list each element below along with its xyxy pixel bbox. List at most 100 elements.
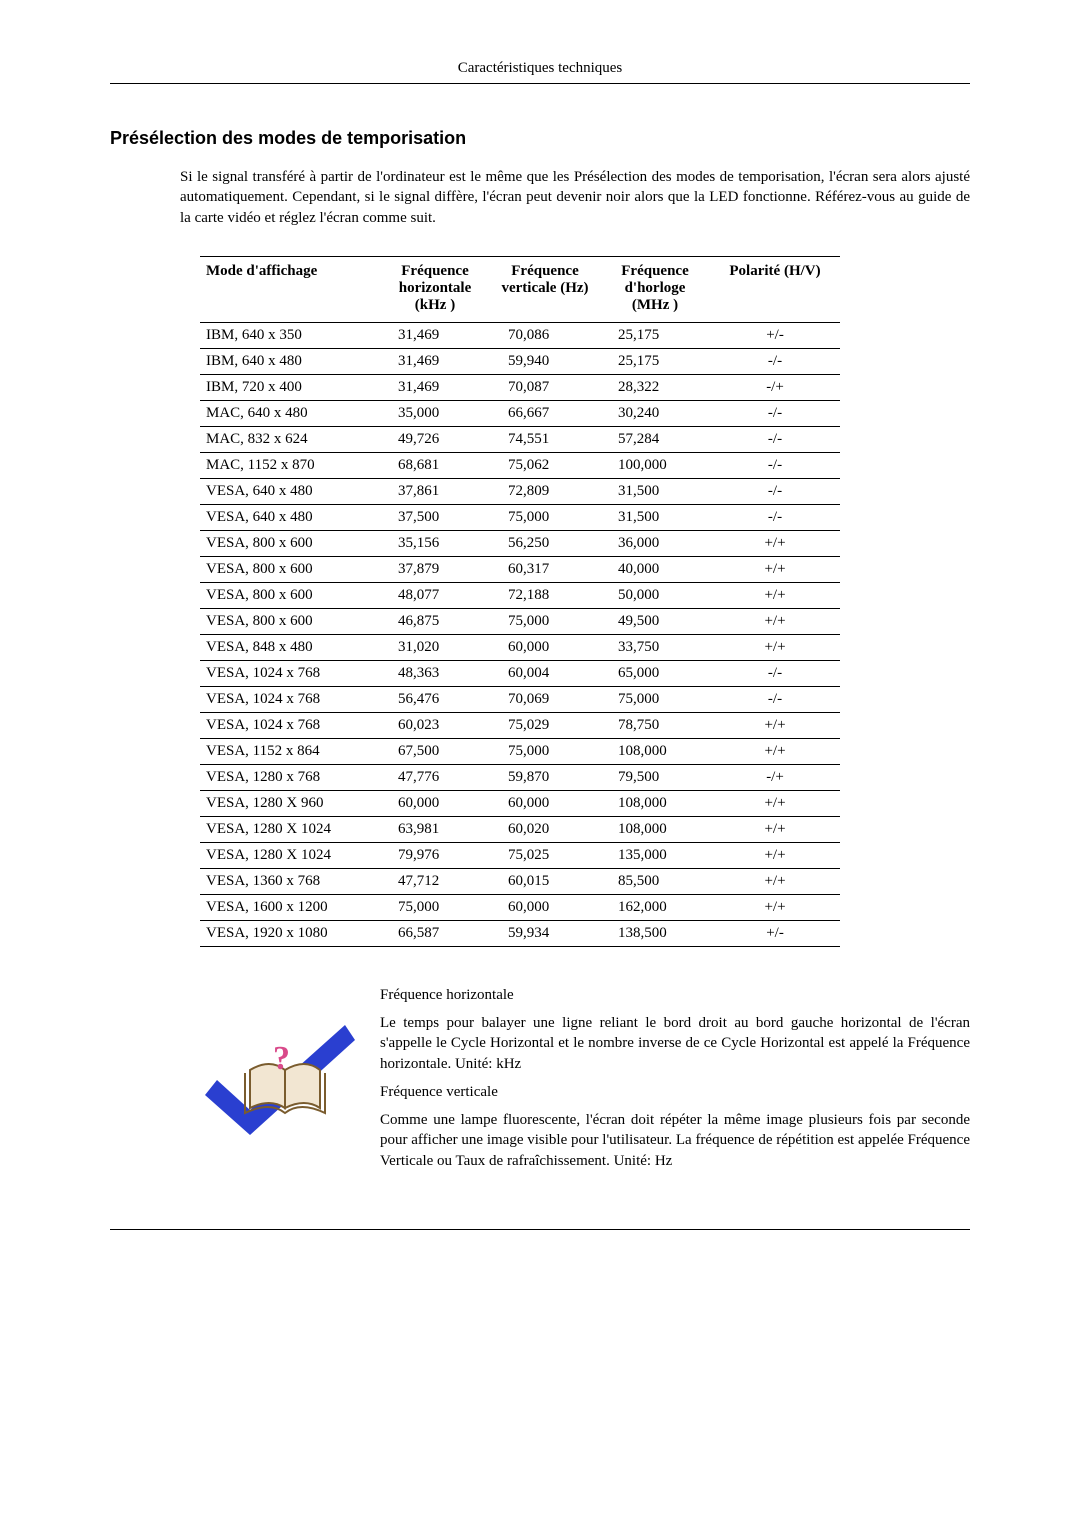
th-vfreq: Fréquence verticale (Hz) xyxy=(490,256,600,322)
th-mode: Mode d'affichage xyxy=(200,256,380,322)
cell-pol: -/+ xyxy=(710,374,840,400)
cell-pol: +/+ xyxy=(710,842,840,868)
definitions-block: ? Fréquence horizontale Le temps pour ba… xyxy=(180,981,970,1179)
cell-clk: 31,500 xyxy=(600,504,710,530)
cell-vfreq: 60,000 xyxy=(490,790,600,816)
cell-clk: 31,500 xyxy=(600,478,710,504)
cell-hfreq: 67,500 xyxy=(380,738,490,764)
cell-hfreq: 48,363 xyxy=(380,660,490,686)
cell-mode: VESA, 1280 x 768 xyxy=(200,764,380,790)
cell-vfreq: 75,062 xyxy=(490,452,600,478)
cell-mode: VESA, 800 x 600 xyxy=(200,582,380,608)
cell-clk: 40,000 xyxy=(600,556,710,582)
cell-vfreq: 75,000 xyxy=(490,504,600,530)
cell-clk: 75,000 xyxy=(600,686,710,712)
table-row: VESA, 1360 x 76847,71260,01585,500+/+ xyxy=(200,868,840,894)
cell-vfreq: 75,025 xyxy=(490,842,600,868)
cell-mode: IBM, 720 x 400 xyxy=(200,374,380,400)
cell-hfreq: 75,000 xyxy=(380,894,490,920)
cell-vfreq: 60,317 xyxy=(490,556,600,582)
th-hfreq: Fréquence horizontale (kHz ) xyxy=(380,256,490,322)
table-row: MAC, 640 x 48035,00066,66730,240-/- xyxy=(200,400,840,426)
cell-vfreq: 70,087 xyxy=(490,374,600,400)
cell-pol: +/+ xyxy=(710,868,840,894)
cell-clk: 79,500 xyxy=(600,764,710,790)
cell-clk: 100,000 xyxy=(600,452,710,478)
table-row: VESA, 800 x 60046,87575,00049,500+/+ xyxy=(200,608,840,634)
cell-pol: +/+ xyxy=(710,712,840,738)
cell-mode: VESA, 1280 X 960 xyxy=(200,790,380,816)
cell-pol: +/+ xyxy=(710,556,840,582)
cell-pol: +/+ xyxy=(710,608,840,634)
cell-clk: 49,500 xyxy=(600,608,710,634)
cell-hfreq: 31,020 xyxy=(380,634,490,660)
cell-clk: 36,000 xyxy=(600,530,710,556)
cell-pol: +/+ xyxy=(710,816,840,842)
question-icon: ? xyxy=(273,1040,290,1077)
cell-hfreq: 31,469 xyxy=(380,374,490,400)
vfreq-body: Comme une lampe fluorescente, l'écran do… xyxy=(380,1110,970,1171)
cell-pol: -/- xyxy=(710,426,840,452)
cell-mode: MAC, 832 x 624 xyxy=(200,426,380,452)
cell-vfreq: 59,940 xyxy=(490,348,600,374)
cell-vfreq: 75,000 xyxy=(490,738,600,764)
cell-pol: +/- xyxy=(710,920,840,946)
cell-hfreq: 37,879 xyxy=(380,556,490,582)
header-rule xyxy=(110,83,970,84)
cell-hfreq: 46,875 xyxy=(380,608,490,634)
cell-clk: 30,240 xyxy=(600,400,710,426)
cell-vfreq: 59,870 xyxy=(490,764,600,790)
cell-pol: +/+ xyxy=(710,738,840,764)
cell-vfreq: 72,809 xyxy=(490,478,600,504)
cell-clk: 50,000 xyxy=(600,582,710,608)
table-row: VESA, 1280 X 102479,97675,025135,000+/+ xyxy=(200,842,840,868)
cell-mode: VESA, 1024 x 768 xyxy=(200,686,380,712)
table-row: VESA, 848 x 48031,02060,00033,750+/+ xyxy=(200,634,840,660)
table-row: VESA, 1920 x 108066,58759,934138,500+/- xyxy=(200,920,840,946)
cell-vfreq: 60,004 xyxy=(490,660,600,686)
cell-pol: -/- xyxy=(710,686,840,712)
cell-hfreq: 63,981 xyxy=(380,816,490,842)
cell-mode: VESA, 848 x 480 xyxy=(200,634,380,660)
cell-mode: VESA, 800 x 600 xyxy=(200,530,380,556)
cell-pol: +/+ xyxy=(710,530,840,556)
cell-vfreq: 74,551 xyxy=(490,426,600,452)
cell-clk: 57,284 xyxy=(600,426,710,452)
table-row: VESA, 800 x 60035,15656,25036,000+/+ xyxy=(200,530,840,556)
cell-hfreq: 37,861 xyxy=(380,478,490,504)
cell-pol: +/+ xyxy=(710,634,840,660)
cell-hfreq: 66,587 xyxy=(380,920,490,946)
cell-mode: VESA, 1024 x 768 xyxy=(200,660,380,686)
table-row: MAC, 832 x 62449,72674,55157,284-/- xyxy=(200,426,840,452)
cell-mode: VESA, 1360 x 768 xyxy=(200,868,380,894)
info-icon: ? xyxy=(180,981,380,1179)
table-row: IBM, 720 x 40031,46970,08728,322-/+ xyxy=(200,374,840,400)
table-row: MAC, 1152 x 87068,68175,062100,000-/- xyxy=(200,452,840,478)
cell-hfreq: 48,077 xyxy=(380,582,490,608)
cell-hfreq: 31,469 xyxy=(380,348,490,374)
cell-mode: VESA, 640 x 480 xyxy=(200,504,380,530)
cell-pol: -/- xyxy=(710,400,840,426)
cell-pol: -/- xyxy=(710,504,840,530)
cell-clk: 33,750 xyxy=(600,634,710,660)
cell-vfreq: 60,020 xyxy=(490,816,600,842)
table-row: VESA, 1152 x 86467,50075,000108,000+/+ xyxy=(200,738,840,764)
table-row: VESA, 800 x 60048,07772,18850,000+/+ xyxy=(200,582,840,608)
cell-vfreq: 72,188 xyxy=(490,582,600,608)
table-row: VESA, 1024 x 76860,02375,02978,750+/+ xyxy=(200,712,840,738)
cell-hfreq: 35,156 xyxy=(380,530,490,556)
table-header-row: Mode d'affichage Fréquence horizontale (… xyxy=(200,256,840,322)
table-row: VESA, 1280 x 76847,77659,87079,500-/+ xyxy=(200,764,840,790)
cell-mode: VESA, 1280 X 1024 xyxy=(200,842,380,868)
cell-clk: 28,322 xyxy=(600,374,710,400)
cell-pol: -/- xyxy=(710,348,840,374)
cell-mode: VESA, 1152 x 864 xyxy=(200,738,380,764)
footer-rule xyxy=(110,1229,970,1230)
cell-mode: VESA, 800 x 600 xyxy=(200,556,380,582)
cell-vfreq: 66,667 xyxy=(490,400,600,426)
cell-vfreq: 56,250 xyxy=(490,530,600,556)
cell-pol: -/- xyxy=(710,452,840,478)
cell-pol: -/+ xyxy=(710,764,840,790)
cell-hfreq: 47,776 xyxy=(380,764,490,790)
th-clk: Fréquence d'horloge (MHz ) xyxy=(600,256,710,322)
